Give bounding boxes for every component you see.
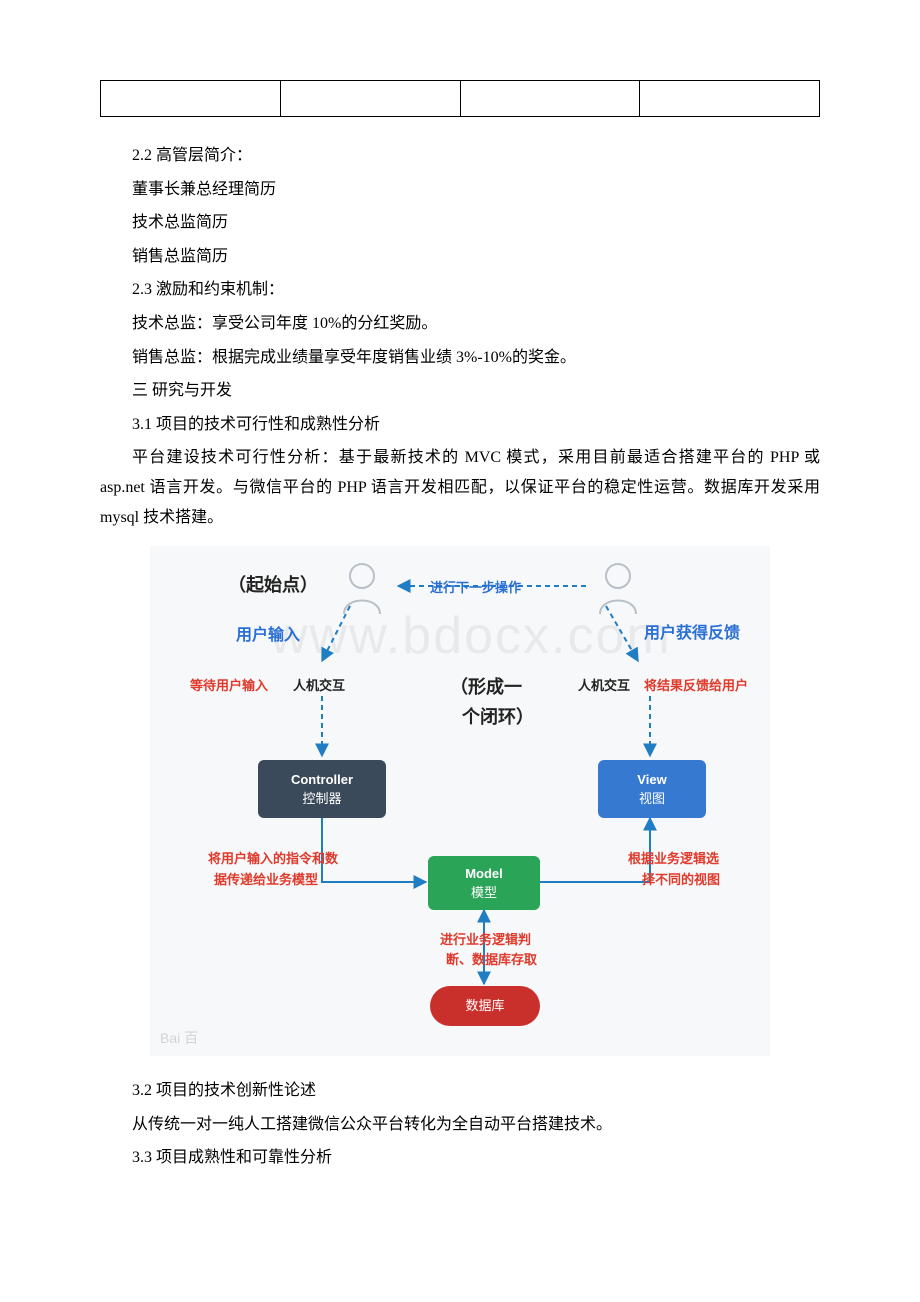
watermark-text: www.bdocx.com: [270, 606, 672, 666]
section-3-1: 3.1 项目的技术可行性和成熟性分析: [100, 410, 820, 440]
arrow-1: [606, 606, 638, 661]
line-sales-director: 销售总监简历: [100, 242, 820, 272]
node-model: Model模型: [428, 856, 540, 910]
table-cell: [280, 81, 460, 117]
node-db-zh: 数据库: [430, 996, 540, 1016]
line-tech-director: 技术总监简历: [100, 208, 820, 238]
table-cell: [101, 81, 281, 117]
user-icon: [340, 562, 384, 616]
section-2-3: 2.3 激励和约束机制：: [100, 275, 820, 305]
label-db_logic_1: 进行业务逻辑判: [440, 932, 531, 949]
watermark-logo: Bai 百: [160, 1028, 198, 1048]
table-cell: [640, 81, 820, 117]
node-view: View视图: [598, 760, 706, 818]
label-select_view_2: 择不同的视图: [642, 872, 720, 889]
empty-table: [100, 80, 820, 117]
arrow-6: [540, 818, 650, 882]
label-db_logic_2: 断、数据库存取: [446, 952, 537, 969]
label-user_feedback: 用户获得反馈: [644, 624, 740, 645]
label-pass_to_model_2: 据传递给业务模型: [214, 872, 318, 889]
line-tech-bonus: 技术总监：享受公司年度 10%的分红奖励。: [100, 309, 820, 339]
label-loop1: （形成一: [450, 676, 522, 699]
node-controller-zh: 控制器: [258, 789, 386, 809]
label-hci1: 人机交互: [293, 678, 345, 695]
node-model-zh: 模型: [428, 883, 540, 903]
label-user_input: 用户输入: [236, 626, 300, 647]
user-icon: [596, 562, 640, 616]
node-view-zh: 视图: [598, 789, 706, 809]
paragraph-3-2: 从传统一对一纯人工搭建微信公众平台转化为全自动平台搭建技术。: [100, 1110, 820, 1140]
label-start: （起始点）: [228, 574, 318, 597]
label-select_view_1: 根据业务逻辑选: [628, 851, 719, 868]
section-3-3: 3.3 项目成熟性和可靠性分析: [100, 1143, 820, 1173]
label-hci2: 人机交互: [578, 678, 630, 695]
arrow-5: [322, 818, 426, 882]
line-chairman: 董事长兼总经理简历: [100, 175, 820, 205]
node-db: 数据库: [430, 986, 540, 1026]
section-3-2: 3.2 项目的技术创新性论述: [100, 1076, 820, 1106]
label-next_step: 进行下一步操作: [430, 580, 521, 597]
label-pass_to_model_1: 将用户输入的指令和数: [208, 851, 338, 868]
table-cell: [460, 81, 640, 117]
node-controller-en: Controller: [258, 770, 386, 790]
node-controller: Controller控制器: [258, 760, 386, 818]
label-wait_input: 等待用户输入: [190, 678, 268, 695]
paragraph-3-1: 平台建设技术可行性分析：基于最新技术的 MVC 模式，采用目前最适合搭建平台的 …: [68, 443, 820, 532]
arrow-0: [322, 606, 350, 661]
node-model-en: Model: [428, 864, 540, 884]
section-3: 三 研究与开发: [100, 376, 820, 406]
label-loop2: 个闭环）: [462, 706, 534, 729]
label-feedback_to_user: 将结果反馈给用户: [644, 678, 748, 695]
node-view-en: View: [598, 770, 706, 790]
mvc-flowchart-diagram: www.bdocx.com Bai 百 Controller控制器 View视图 M…: [150, 546, 770, 1056]
section-2-2: 2.2 高管层简介：: [100, 141, 820, 171]
line-sales-bonus: 销售总监：根据完成业绩量享受年度销售业绩 3%-10%的奖金。: [100, 343, 820, 373]
